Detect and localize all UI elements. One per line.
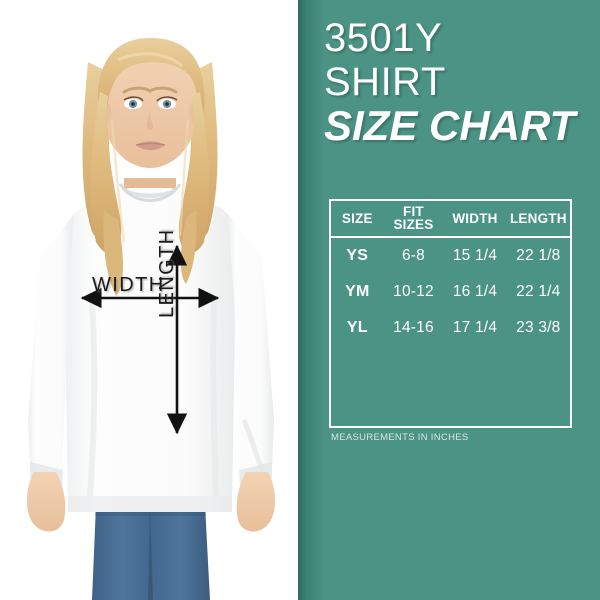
page-title: SIZE CHART (324, 102, 576, 149)
column-header-fit-line1: FIT (403, 204, 424, 219)
column-header-width-line1: WIDTH (452, 210, 498, 226)
table-row: YM 10-12 16 1/4 22 1/4 (331, 274, 570, 310)
cell-length: 22 1/4 (516, 283, 561, 300)
table-header-row: SIZE FIT SIZES WIDTH LENGTH (331, 201, 570, 238)
model-hands (26, 472, 276, 532)
model-jeans (92, 505, 210, 600)
cell-length: 22 1/8 (516, 247, 561, 264)
column-header-fit-sizes: FIT SIZES (383, 201, 444, 238)
model-photo (26, 38, 276, 600)
cell-width: 15 1/4 (452, 247, 498, 264)
cell-size: YS (346, 247, 369, 264)
product-code-text: 3501Y (324, 16, 443, 60)
model-shirt (28, 183, 274, 512)
chart-title-block: 3501Y SHIRT SIZE CHART (324, 16, 586, 148)
length-measure-label: LENGTH (156, 228, 178, 318)
width-measure-label: WIDTH (92, 274, 165, 296)
column-header-length-line1: LENGTH (509, 210, 567, 226)
column-header-fit-line2: SIZES (393, 217, 434, 232)
cell-size: YL (346, 319, 368, 336)
cell-width: 16 1/4 (452, 283, 498, 300)
table-row: YL 14-16 17 1/4 23 3/8 (331, 310, 570, 346)
column-header-size-line1: SIZE (341, 210, 373, 226)
chart-panel (298, 0, 600, 600)
cell-fit-sizes: 14-16 (393, 319, 434, 336)
cell-fit-sizes: 10-12 (393, 283, 434, 300)
model-photo-panel: WIDTH LENGTH (26, 38, 276, 600)
size-chart-table-container: SIZE FIT SIZES WIDTH LENGTH YS (329, 199, 572, 428)
column-header-size: SIZE (331, 201, 384, 238)
cell-length: 23 3/8 (516, 319, 561, 336)
measurement-units-note: MEASUREMENTS IN INCHES (331, 432, 469, 443)
panel-edge-gradient (298, 0, 324, 600)
cell-width: 17 1/4 (452, 319, 498, 336)
column-header-width: WIDTH (443, 201, 507, 238)
cell-size: YM (345, 283, 370, 300)
table-row: YS 6-8 15 1/4 22 1/8 (331, 237, 570, 274)
size-chart-table: SIZE FIT SIZES WIDTH LENGTH YS (331, 201, 570, 346)
model-hair (90, 38, 210, 296)
cell-fit-sizes: 6-8 (401, 247, 425, 264)
column-header-length: LENGTH (506, 201, 570, 238)
garment-type-text: SHIRT (324, 60, 446, 104)
